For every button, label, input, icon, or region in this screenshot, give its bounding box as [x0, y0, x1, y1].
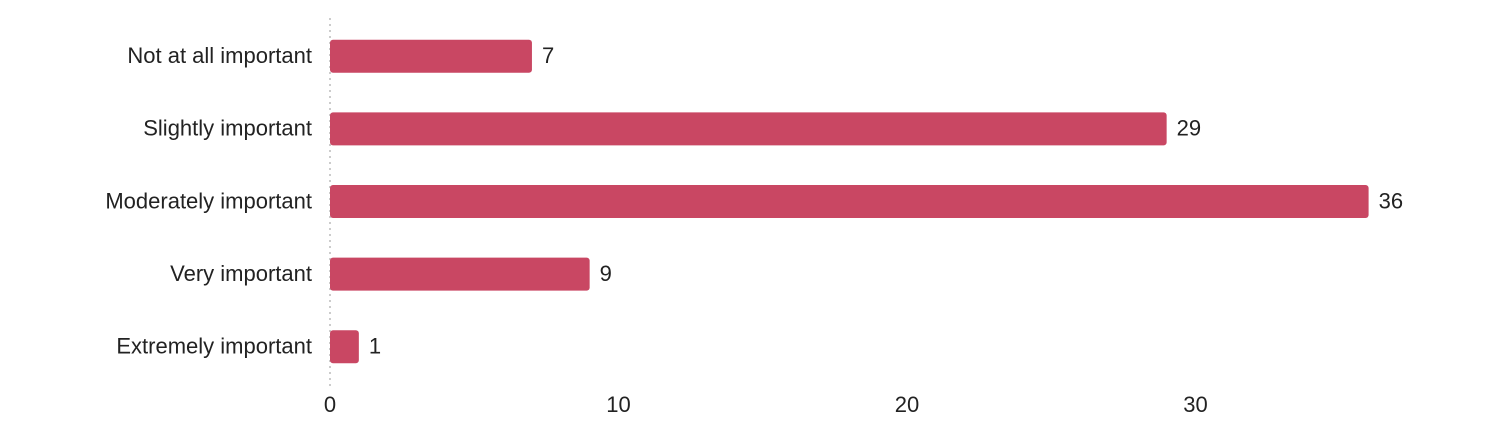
x-tick-label: 10	[606, 392, 630, 417]
value-label: 1	[369, 334, 381, 359]
x-tick-label: 0	[324, 392, 336, 417]
value-label: 36	[1379, 188, 1403, 213]
value-label: 7	[542, 43, 554, 68]
x-tick-label: 20	[895, 392, 919, 417]
y-tick-label: Slightly important	[143, 116, 312, 141]
bar	[330, 257, 590, 291]
y-tick-label: Very important	[170, 261, 312, 286]
bar	[330, 112, 1167, 146]
bar	[330, 330, 359, 364]
value-label: 9	[600, 261, 612, 286]
x-tick-label: 30	[1183, 392, 1207, 417]
y-tick-label: Moderately important	[105, 188, 312, 213]
value-label: 29	[1177, 116, 1201, 141]
y-tick-label: Not at all important	[127, 43, 312, 68]
bar	[330, 185, 1369, 218]
bar	[330, 39, 532, 73]
y-tick-label: Extremely important	[116, 334, 312, 359]
